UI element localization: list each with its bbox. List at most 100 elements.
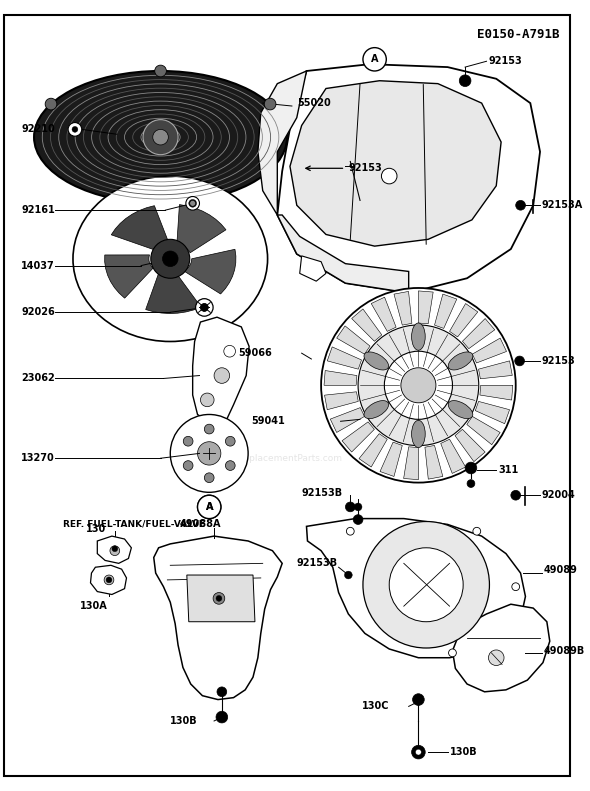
Text: 130B: 130B xyxy=(450,747,477,757)
Polygon shape xyxy=(258,71,307,215)
Circle shape xyxy=(216,596,222,601)
Circle shape xyxy=(415,748,422,756)
Circle shape xyxy=(412,694,424,706)
Text: 92153: 92153 xyxy=(348,163,382,173)
Circle shape xyxy=(465,462,477,474)
Polygon shape xyxy=(371,297,396,331)
Text: 55020: 55020 xyxy=(297,98,330,108)
Ellipse shape xyxy=(73,176,268,342)
Circle shape xyxy=(72,127,78,132)
Circle shape xyxy=(448,649,456,657)
Text: REF. FUEL-TANK/FUEL-VALVE: REF. FUEL-TANK/FUEL-VALVE xyxy=(63,520,205,529)
Circle shape xyxy=(459,75,471,86)
Circle shape xyxy=(155,65,166,77)
Ellipse shape xyxy=(448,352,473,370)
Polygon shape xyxy=(418,291,433,324)
Text: A: A xyxy=(371,55,378,64)
Circle shape xyxy=(415,695,422,703)
Circle shape xyxy=(358,325,478,445)
Polygon shape xyxy=(97,536,132,563)
Circle shape xyxy=(198,495,221,519)
Polygon shape xyxy=(277,215,409,293)
Circle shape xyxy=(186,196,199,210)
Ellipse shape xyxy=(412,420,425,448)
Circle shape xyxy=(201,304,208,312)
Circle shape xyxy=(401,368,436,403)
Polygon shape xyxy=(359,433,387,467)
Polygon shape xyxy=(463,319,495,349)
Circle shape xyxy=(195,299,213,316)
Polygon shape xyxy=(330,407,365,433)
Polygon shape xyxy=(352,309,382,341)
Text: 92153B: 92153B xyxy=(297,558,338,569)
Circle shape xyxy=(106,577,112,583)
Circle shape xyxy=(516,200,526,210)
Circle shape xyxy=(363,47,386,71)
Text: 92153B: 92153B xyxy=(301,488,343,498)
Text: 59041: 59041 xyxy=(251,416,285,426)
Circle shape xyxy=(345,502,355,512)
Text: 92153: 92153 xyxy=(542,356,576,366)
Text: 92153A: 92153A xyxy=(542,200,584,210)
Circle shape xyxy=(183,460,193,471)
Circle shape xyxy=(354,503,362,511)
Circle shape xyxy=(381,168,397,184)
Circle shape xyxy=(218,713,226,721)
Polygon shape xyxy=(307,519,526,658)
Ellipse shape xyxy=(448,400,473,418)
Text: 13270: 13270 xyxy=(21,453,55,464)
Text: 130B: 130B xyxy=(171,716,198,726)
Text: 92161: 92161 xyxy=(21,205,55,215)
Circle shape xyxy=(104,575,114,585)
Circle shape xyxy=(363,521,490,648)
Text: A: A xyxy=(205,502,213,512)
Text: 92004: 92004 xyxy=(542,490,576,500)
Polygon shape xyxy=(324,370,357,385)
Circle shape xyxy=(198,441,221,465)
Ellipse shape xyxy=(34,71,287,203)
Polygon shape xyxy=(453,604,550,692)
Circle shape xyxy=(201,393,214,407)
Ellipse shape xyxy=(412,323,425,350)
Polygon shape xyxy=(478,361,512,379)
Circle shape xyxy=(473,528,481,536)
Circle shape xyxy=(45,98,57,110)
Text: 49088A: 49088A xyxy=(180,520,221,529)
Polygon shape xyxy=(476,401,510,424)
Circle shape xyxy=(213,592,225,604)
Polygon shape xyxy=(146,272,201,313)
Circle shape xyxy=(151,240,190,278)
Circle shape xyxy=(489,650,504,665)
Circle shape xyxy=(389,548,463,622)
Circle shape xyxy=(162,251,178,267)
Polygon shape xyxy=(193,317,249,424)
Polygon shape xyxy=(277,64,540,293)
Polygon shape xyxy=(290,81,501,246)
Polygon shape xyxy=(480,385,513,400)
Circle shape xyxy=(189,199,196,207)
Circle shape xyxy=(112,546,118,551)
Polygon shape xyxy=(342,422,375,452)
Polygon shape xyxy=(337,326,370,354)
Circle shape xyxy=(225,437,235,446)
Circle shape xyxy=(68,123,82,136)
Text: 130: 130 xyxy=(86,524,106,534)
Text: 130C: 130C xyxy=(362,702,389,711)
Text: eReplacementParts.com: eReplacementParts.com xyxy=(232,454,342,463)
Text: 14037: 14037 xyxy=(21,260,55,271)
Text: 92026: 92026 xyxy=(21,308,55,317)
Circle shape xyxy=(110,546,120,555)
Polygon shape xyxy=(154,536,282,699)
Circle shape xyxy=(345,571,352,579)
Circle shape xyxy=(201,304,208,312)
Polygon shape xyxy=(300,255,326,281)
Polygon shape xyxy=(394,291,412,325)
Text: 49089B: 49089B xyxy=(544,646,585,656)
Text: 92210: 92210 xyxy=(21,124,55,134)
Circle shape xyxy=(384,351,453,419)
Polygon shape xyxy=(90,566,126,595)
Circle shape xyxy=(153,130,168,145)
Polygon shape xyxy=(380,442,402,476)
Polygon shape xyxy=(455,430,485,462)
Ellipse shape xyxy=(364,400,389,418)
